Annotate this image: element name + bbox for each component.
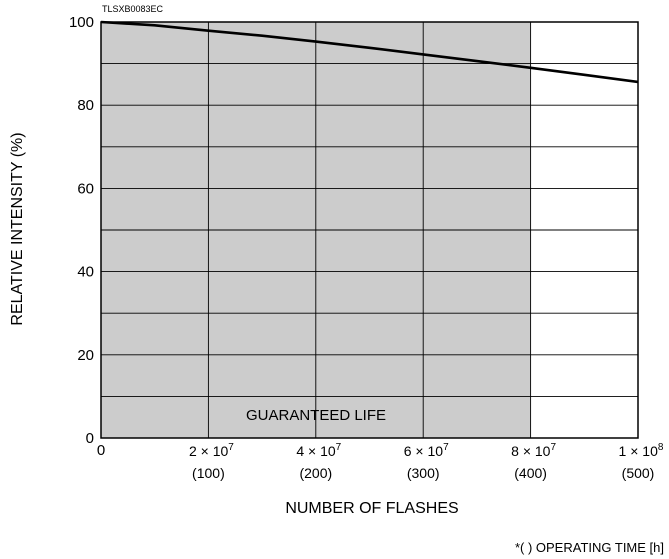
x-tick-exponent: 7 (336, 442, 342, 453)
shaded-region-label: GUARANTEED LIFE (246, 407, 386, 424)
x-tick-hours-label: (500) (622, 465, 655, 481)
y-tick-label: 40 (77, 264, 94, 281)
y-tick-label: 0 (86, 430, 94, 447)
chart-code: TLSXB0083EC (102, 4, 164, 14)
relative-intensity-line (100, 20, 639, 84)
x-tick-label: 4 × 107 (296, 442, 341, 459)
x-axis-label: NUMBER OF FLASHES (285, 500, 458, 517)
x-tick-hours-label: (400) (514, 465, 547, 481)
x-tick-label: 1 × 108 (619, 442, 664, 459)
x-tick-exponent: 7 (228, 442, 234, 453)
plot-frame (100, 21, 639, 439)
y-tick-label: 100 (69, 14, 94, 31)
y-axis-label: RELATIVE INTENSITY (%) (9, 132, 26, 325)
x-tick-label: 2 × 107 (189, 442, 234, 459)
y-tick-label: 60 (77, 180, 94, 197)
x-tick-hours-label: (200) (299, 465, 332, 481)
x-tick-exponent: 8 (658, 442, 664, 453)
x-tick-exponent: 7 (443, 442, 449, 453)
y-tick-label: 80 (77, 97, 94, 114)
x-tick-label: 0 (97, 442, 105, 459)
x-tick-exponent: 7 (550, 442, 556, 453)
y-tick-label: 20 (77, 347, 94, 364)
x-tick-hours-label: (100) (192, 465, 225, 481)
footnote-operating-time: *( ) OPERATING TIME [h] (515, 540, 664, 555)
x-tick-label: 8 × 107 (511, 442, 556, 459)
x-tick-hours-label: (300) (407, 465, 440, 481)
x-tick-label: 6 × 107 (404, 442, 449, 459)
